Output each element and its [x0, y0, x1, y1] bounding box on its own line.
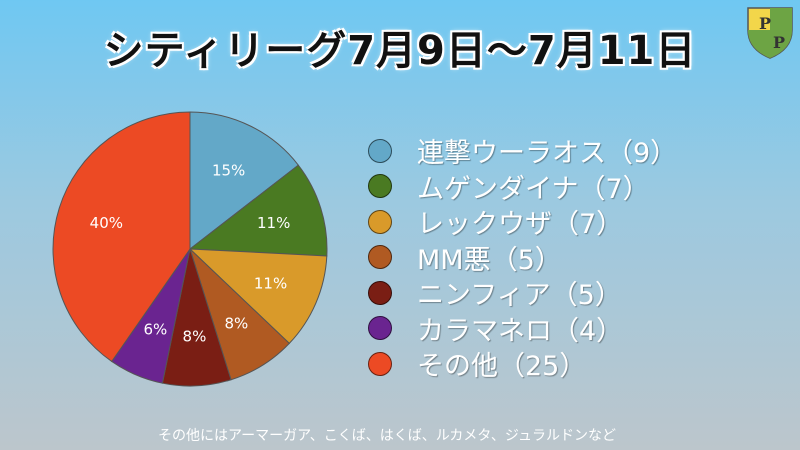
slice-percent-label: 15%	[212, 161, 245, 179]
legend-label: MM悪（5）	[417, 244, 562, 276]
legend: 連撃ウーラオス（9） ムゲンダイナ（7） レックウザ（7） MM悪（5） ニンフ…	[368, 133, 677, 382]
legend-label: ムゲンダイナ（7）	[417, 173, 650, 205]
pie-slice	[52, 111, 191, 363]
legend-label: その他（25）	[417, 351, 587, 383]
svg-text:P: P	[759, 14, 771, 33]
slice-percent-label: 8%	[224, 314, 248, 332]
legend-swatch	[368, 351, 392, 376]
legend-swatch	[368, 138, 392, 163]
pie-slice	[188, 164, 328, 257]
legend-label: 連撃ウーラオス（9）	[417, 138, 678, 170]
svg-text:P: P	[773, 33, 785, 52]
legend-swatch	[368, 245, 392, 270]
legend-item: ムゲンダイナ（7）	[368, 169, 677, 205]
legend-item: ニンフィア（5）	[368, 275, 677, 311]
legend-swatch	[368, 280, 392, 305]
legend-item: MM悪（5）	[368, 240, 677, 276]
legend-item: レックウザ（7）	[368, 204, 677, 240]
slice-percent-label: 40%	[90, 214, 123, 232]
legend-label: カラマネロ（4）	[417, 315, 624, 347]
slice-percent-label: 11%	[257, 214, 290, 232]
legend-label: ニンフィア（5）	[417, 280, 622, 312]
pie-slice	[189, 111, 300, 251]
legend-label: レックウザ（7）	[417, 209, 624, 241]
legend-swatch	[368, 174, 392, 199]
legend-item: その他（25）	[368, 346, 677, 382]
legend-item: 連撃ウーラオス（9）	[368, 133, 677, 169]
slice-percent-label: 8%	[183, 328, 207, 346]
pie-slice	[188, 248, 328, 345]
shield-logo-icon: P P	[747, 7, 793, 59]
chart-title: シティリーグ7月9日〜7月11日	[103, 28, 697, 74]
legend-swatch	[368, 209, 392, 234]
footnote: その他にはアーマーガア、こくば、はくば、ルカメタ、ジュラルドンなど	[158, 428, 616, 444]
legend-item: カラマネロ（4）	[368, 311, 677, 347]
legend-swatch	[368, 316, 392, 341]
slice-percent-label: 6%	[144, 321, 168, 339]
slice-percent-label: 11%	[254, 275, 287, 293]
